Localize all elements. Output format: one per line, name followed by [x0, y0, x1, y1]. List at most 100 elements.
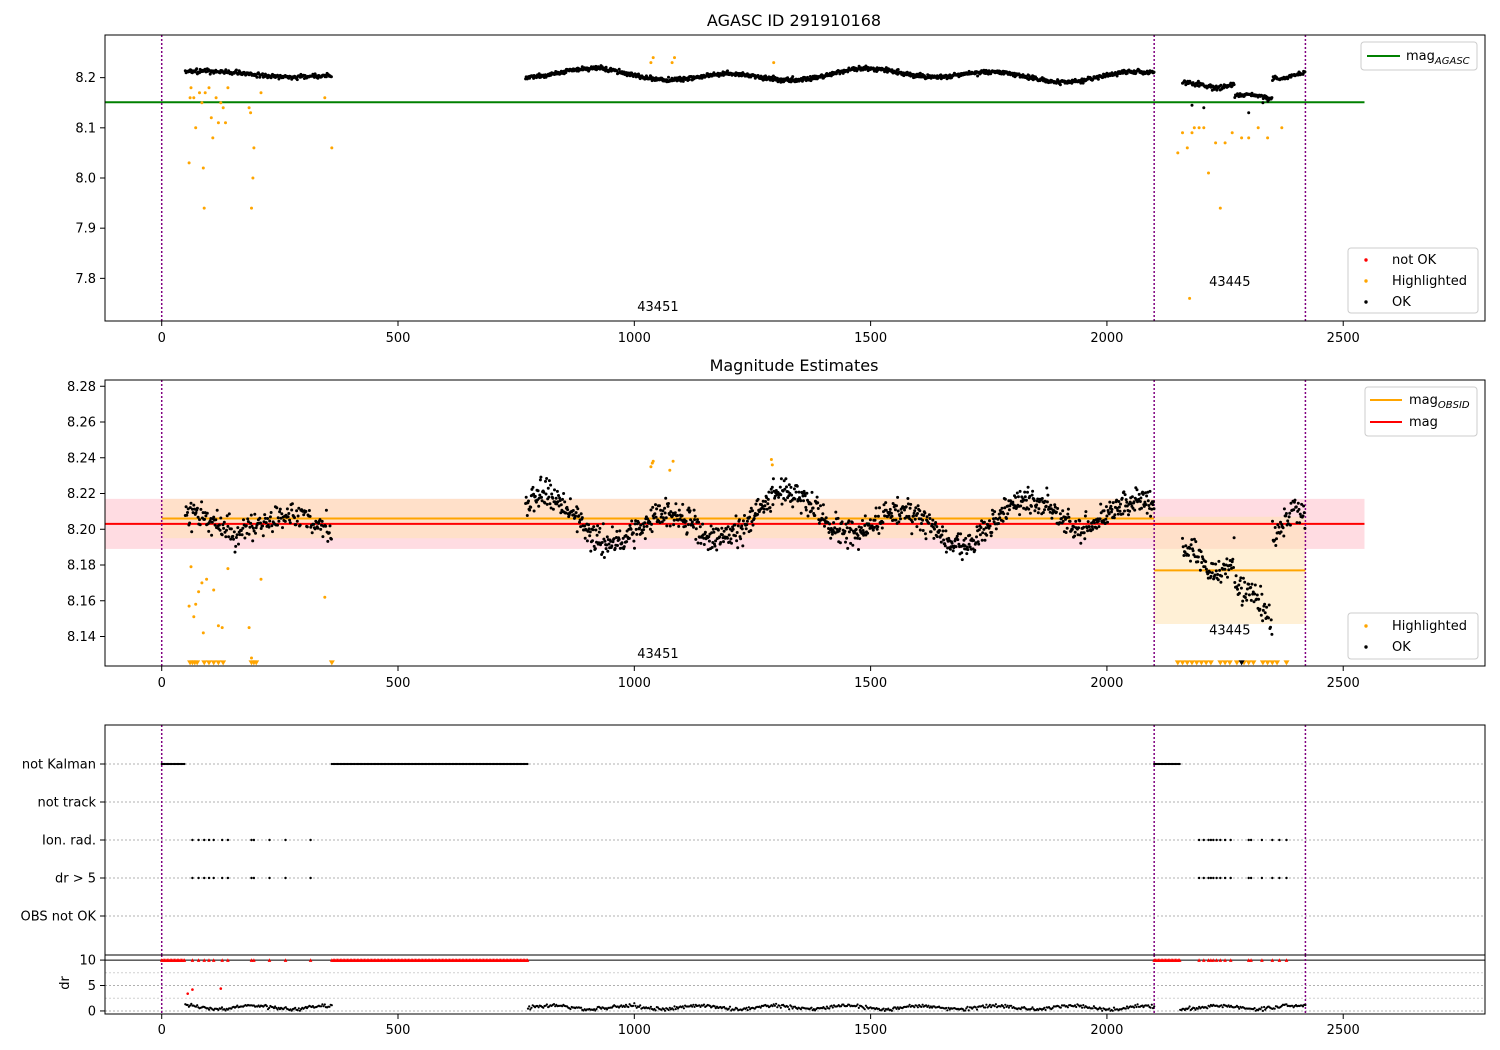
data-point — [533, 494, 537, 498]
dr-point — [662, 1008, 666, 1011]
data-point — [733, 523, 737, 527]
data-point — [1219, 580, 1223, 584]
data-point — [749, 506, 753, 510]
data-point — [1015, 491, 1019, 495]
data-point — [845, 536, 849, 540]
data-point — [985, 69, 989, 73]
data-point — [835, 527, 839, 531]
data-point — [1287, 515, 1291, 519]
data-point — [698, 525, 702, 529]
data-point — [234, 536, 238, 539]
data-point — [259, 521, 262, 525]
flag-point — [197, 876, 200, 880]
data-point — [893, 508, 897, 512]
data-point — [610, 525, 614, 529]
data-point — [941, 529, 945, 533]
dr-point — [771, 1005, 774, 1008]
data-point — [912, 511, 916, 515]
data-point — [1302, 511, 1306, 515]
data-point — [896, 509, 900, 513]
data-point — [616, 544, 619, 547]
data-point — [834, 510, 838, 514]
data-point — [1289, 501, 1293, 505]
dr-point — [673, 1005, 676, 1008]
y-tick-label: 8.28 — [67, 380, 96, 395]
data-point — [213, 523, 217, 527]
data-point — [202, 206, 206, 210]
data-point — [184, 505, 188, 509]
data-point — [751, 523, 755, 527]
data-point — [214, 96, 218, 100]
data-point — [1061, 519, 1065, 523]
data-point — [1049, 503, 1053, 507]
data-point — [190, 507, 194, 511]
data-point — [706, 548, 710, 552]
data-point — [1031, 489, 1035, 493]
data-point — [1288, 511, 1292, 515]
lower-limit-marker — [1250, 660, 1257, 666]
data-point — [1083, 514, 1087, 518]
dr-point — [1031, 1006, 1034, 1009]
data-point — [696, 541, 700, 545]
data-point — [1032, 499, 1036, 502]
data-point — [225, 514, 229, 518]
data-point — [597, 530, 601, 534]
data-point — [899, 517, 902, 521]
data-point — [772, 61, 776, 65]
y-tick-label: 8.24 — [67, 451, 96, 466]
data-point — [990, 508, 994, 512]
data-point — [651, 56, 655, 60]
dr-point — [713, 1005, 716, 1008]
dr-point — [190, 1002, 193, 1006]
data-point — [649, 465, 653, 469]
flag-point — [212, 838, 215, 842]
data-point — [645, 524, 649, 528]
data-point — [580, 516, 584, 520]
data-point — [629, 527, 633, 531]
flag-point — [1207, 876, 1210, 880]
data-point — [1117, 505, 1121, 509]
data-point — [914, 506, 918, 510]
agasc-panel: AGASC ID 291910168 43451 43445 7.8 7.9 8.0 8… — [75, 11, 1486, 346]
data-point — [815, 495, 819, 499]
data-point — [545, 477, 549, 480]
data-point — [195, 506, 199, 510]
data-point — [701, 522, 705, 526]
data-point — [1116, 509, 1120, 512]
dr-point — [791, 1007, 794, 1010]
data-point — [789, 485, 793, 489]
data-point — [898, 514, 902, 518]
data-point — [853, 536, 857, 540]
dr-point — [552, 1003, 556, 1006]
data-point — [1202, 126, 1206, 130]
data-point — [251, 539, 255, 543]
data-point — [681, 502, 685, 506]
dr-point — [1136, 1003, 1139, 1006]
flags-panel: not Kalman not track Ion. rad. dr > 5 OBS no… — [21, 724, 1486, 956]
data-point — [1123, 493, 1127, 497]
data-point — [797, 490, 801, 494]
x-tick-label: 500 — [386, 1023, 411, 1038]
flag-point — [1215, 876, 1218, 880]
data-point — [634, 527, 638, 531]
flag-point — [1178, 762, 1181, 766]
lower-limit-marker — [210, 660, 217, 666]
data-point — [843, 529, 847, 533]
data-point — [819, 504, 822, 508]
data-point — [604, 65, 608, 69]
dr-point — [1188, 1005, 1191, 1008]
data-point — [1181, 536, 1184, 540]
data-point — [261, 534, 265, 538]
data-point — [1122, 490, 1126, 494]
dr-point — [545, 1003, 549, 1006]
dr-point — [219, 987, 223, 990]
data-point — [1211, 562, 1215, 566]
data-point — [833, 526, 837, 530]
clipped-marker — [1246, 958, 1251, 962]
mag-legend-lines: magOBSID mag — [1364, 386, 1478, 437]
dr-point — [633, 1002, 636, 1005]
data-point — [1009, 499, 1012, 503]
data-point — [1223, 567, 1227, 571]
data-point — [784, 477, 788, 481]
data-point — [1249, 586, 1253, 589]
